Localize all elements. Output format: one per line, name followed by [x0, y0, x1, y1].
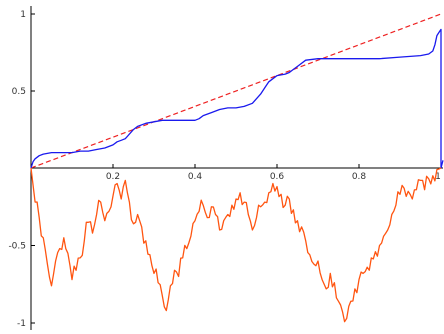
axes [30, 6, 443, 330]
series-line-1 [30, 13, 442, 169]
y-tick-label: 1 [20, 10, 26, 20]
x-tick-label: 0.2 [106, 172, 120, 182]
y-tick-label: -1 [17, 319, 26, 329]
x-tick-label: 0.6 [270, 172, 285, 182]
y-ticks: 1 0.5 -0.5 -1 [8, 10, 35, 329]
series-line-3 [30, 167, 442, 323]
y-tick-label: 0.5 [12, 87, 26, 97]
x-tick-label: 1 [435, 172, 441, 182]
y-tick-label: -0.5 [8, 242, 26, 252]
x-tick-label: 0.8 [352, 172, 367, 182]
x-tick-label: 0.4 [188, 172, 203, 182]
series-layer [30, 13, 444, 323]
series-line-2 [30, 28, 444, 169]
x-ticks: 0.2 0.4 0.6 0.8 1 [106, 164, 442, 182]
